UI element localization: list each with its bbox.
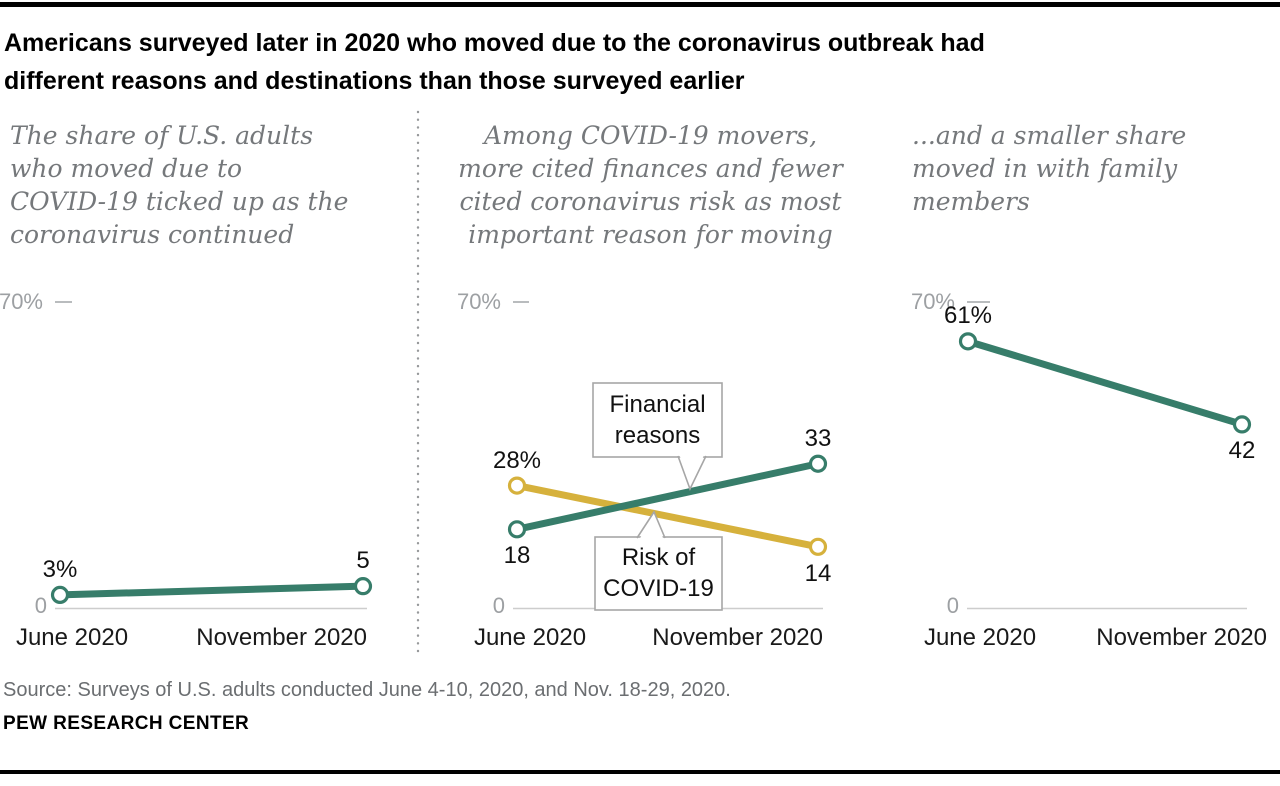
data-point-marker [507, 520, 527, 539]
data-point-marker [507, 476, 527, 495]
data-point-marker [1232, 415, 1252, 434]
data-point-marker [808, 454, 828, 473]
brand-label: PEW RESEARCH CENTER [3, 713, 250, 734]
data-point-marker [808, 537, 828, 556]
trend-line-financial-reasons [516, 460, 819, 533]
trend-line [966, 337, 1244, 428]
callout-box-financial-reasons [592, 382, 723, 458]
callout-tail [677, 455, 707, 492]
data-point-marker [958, 332, 978, 351]
callout-tail-fill [637, 512, 665, 544]
panel-middle-subtitle: Among COVID-19 movers, more cited financ… [458, 121, 843, 249]
source-note: Source: Surveys of U.S. adults conducted… [3, 679, 731, 701]
trend-line-risk-of-covid-19 [516, 482, 819, 551]
bottom-rule [0, 770, 1280, 774]
chart-title: Americans surveyed later in 2020 who mov… [4, 29, 985, 95]
panel-right-subtitle: ...and a smaller share moved in with fam… [912, 121, 1187, 216]
panel-left-subtitle: The share of U.S. adults who moved due t… [10, 121, 349, 249]
callout-box-risk-of-covid-19 [594, 536, 723, 611]
data-point-marker [353, 577, 373, 596]
top-rule [0, 2, 1280, 7]
callout-tail-fill [678, 450, 706, 489]
data-point-marker [50, 585, 70, 604]
callout-tail [636, 510, 666, 539]
trend-line [59, 582, 364, 599]
